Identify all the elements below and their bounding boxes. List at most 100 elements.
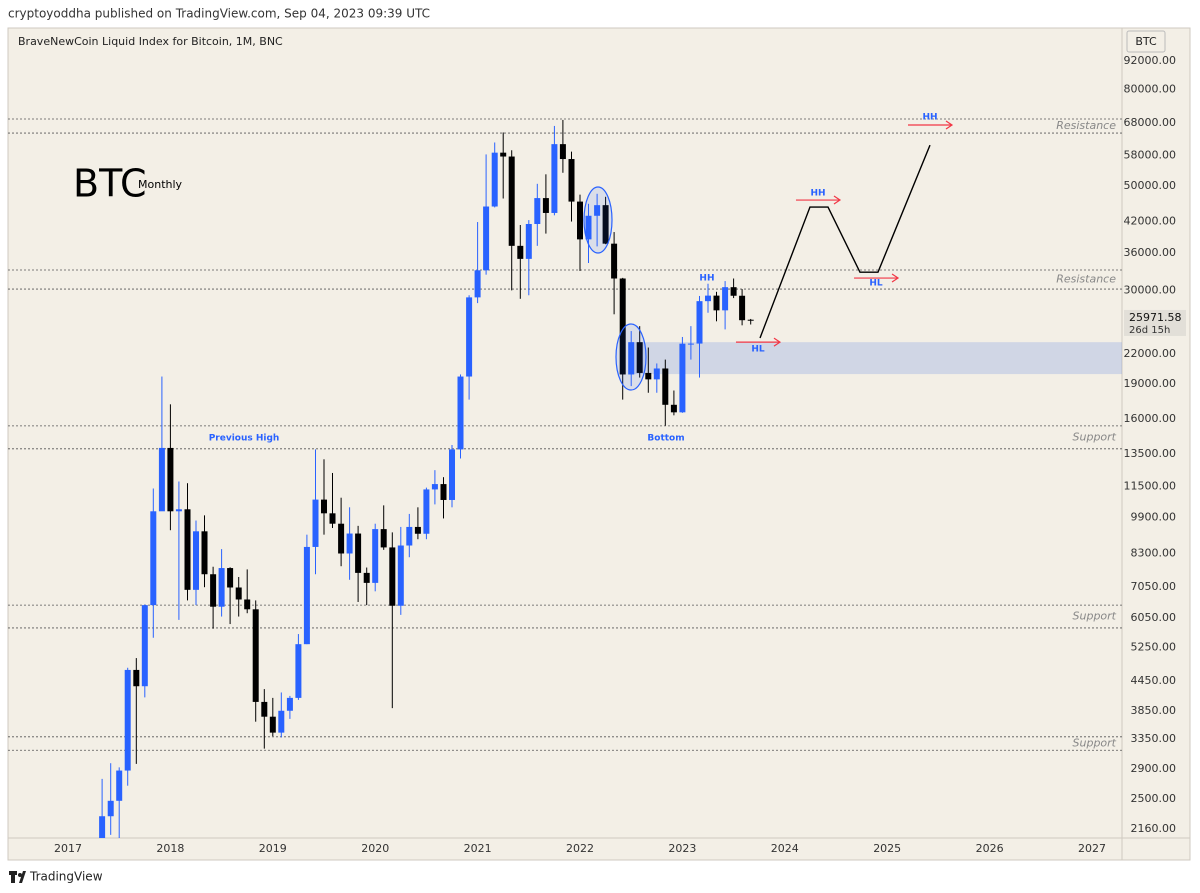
candle-body	[210, 574, 217, 607]
annotation: Previous High	[209, 434, 280, 444]
candle-body	[167, 447, 174, 512]
candle-body	[730, 287, 737, 296]
level-label: Resistance	[1056, 119, 1116, 132]
candle-body	[687, 343, 694, 345]
x-tick-label: 2020	[361, 842, 389, 855]
candle-body	[517, 245, 524, 259]
candle-body	[372, 529, 379, 583]
candle-body	[286, 697, 293, 711]
candle-body	[423, 489, 430, 534]
candle-body	[321, 499, 328, 514]
candle-body	[474, 270, 481, 298]
annotation: Bottom	[647, 434, 684, 444]
y-tick-label: 68000.00	[1124, 116, 1177, 129]
y-tick-label: 13500.00	[1124, 447, 1177, 460]
candle-body	[218, 568, 225, 607]
logo	[19, 871, 26, 883]
level-label: Resistance	[1056, 273, 1116, 286]
candle-body	[568, 159, 575, 202]
candle-body	[295, 644, 302, 698]
candle-body	[551, 144, 558, 213]
y-tick-label: 4450.00	[1131, 674, 1177, 687]
x-tick-label: 2017	[54, 842, 82, 855]
candle-body	[380, 529, 387, 548]
candle-body	[449, 449, 456, 500]
interval-label: Monthly	[138, 178, 183, 191]
candle-body	[628, 342, 635, 375]
candle-body	[235, 587, 242, 600]
publisher-line: cryptoyoddha published on TradingView.co…	[8, 7, 430, 21]
x-tick-label: 2021	[464, 842, 492, 855]
candle-body	[312, 499, 319, 547]
candle-body	[500, 152, 507, 157]
candle-body	[577, 201, 584, 240]
candle-body	[269, 716, 276, 733]
candle-body	[431, 484, 438, 490]
candle-body	[193, 531, 200, 590]
candle-body	[559, 144, 566, 160]
annotation: HL	[869, 279, 883, 289]
x-tick-label: 2024	[771, 842, 799, 855]
symbol-big: BTC	[73, 162, 147, 206]
candle-body	[346, 533, 353, 554]
candle-body	[150, 511, 157, 606]
candle-body	[397, 545, 404, 606]
candle-body	[406, 526, 413, 546]
candle-body	[611, 243, 618, 279]
projection-line	[759, 144, 931, 339]
candle-body	[696, 301, 703, 344]
annotation: HL	[751, 345, 765, 355]
y-tick-label: 22000.00	[1124, 347, 1177, 360]
y-tick-label: 8300.00	[1131, 546, 1177, 559]
candle-body	[107, 800, 114, 817]
candle-body	[158, 447, 165, 512]
y-tick-label: 30000.00	[1124, 283, 1177, 296]
candle-body	[414, 526, 421, 534]
y-tick-label: 50000.00	[1124, 179, 1177, 192]
arrow	[735, 337, 782, 347]
candle-body	[99, 816, 106, 838]
symbol-box	[1126, 30, 1166, 53]
y-tick-label: 3350.00	[1131, 732, 1177, 745]
level-label: Support	[1073, 610, 1117, 623]
chart-frame	[7, 27, 1191, 861]
logo	[18, 873, 22, 877]
candle-body	[363, 572, 370, 583]
y-tick-label: 6050.00	[1131, 611, 1177, 624]
candle-body	[440, 484, 447, 500]
candle-body	[653, 368, 660, 380]
candle-body	[542, 198, 549, 213]
candle-body	[585, 215, 592, 240]
x-tick-label: 2022	[566, 842, 594, 855]
candle-body	[525, 223, 532, 259]
y-tick-label: 2160.00	[1131, 822, 1177, 835]
highlight-ellipse	[615, 323, 647, 391]
candle-body	[338, 523, 345, 554]
y-tick-label: 92000.00	[1124, 54, 1177, 67]
candle-body	[244, 599, 251, 610]
y-tick-label: 2900.00	[1131, 762, 1177, 775]
arrow	[854, 273, 900, 283]
candle-body	[303, 546, 310, 645]
candle-body	[619, 278, 626, 375]
x-tick-label: 2018	[156, 842, 184, 855]
candle-body	[679, 343, 686, 413]
y-tick-label: 16000.00	[1124, 412, 1177, 425]
candle-body	[133, 669, 140, 687]
brand: TradingView	[29, 870, 103, 884]
logo	[11, 871, 15, 883]
candle-body	[636, 342, 643, 373]
current-price: 25971.58	[1129, 311, 1182, 324]
candle-body	[201, 531, 208, 575]
x-tick-label: 2026	[976, 842, 1004, 855]
x-tick-label: 2023	[668, 842, 696, 855]
candle-body	[739, 295, 746, 321]
symbol: BTC	[1135, 35, 1157, 48]
arrow	[795, 195, 842, 205]
candle-body	[184, 509, 191, 590]
countdown: 26d 15h	[1129, 325, 1170, 336]
candle-body	[722, 287, 729, 311]
candle-body	[662, 368, 669, 405]
